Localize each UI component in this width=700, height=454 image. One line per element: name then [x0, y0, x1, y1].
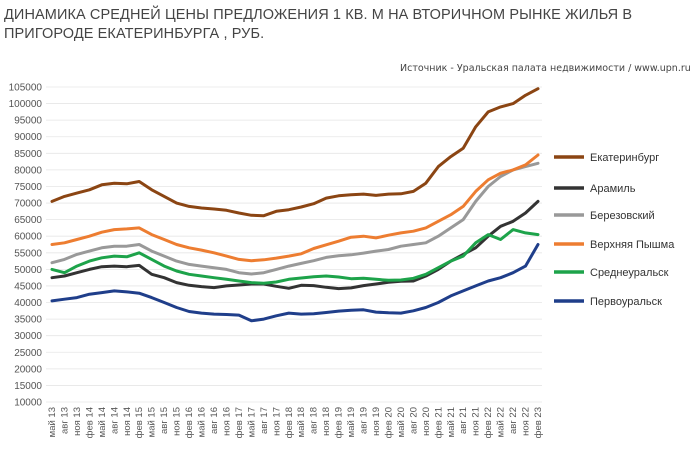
- y-tick-label: 80000: [14, 165, 42, 176]
- y-axis-ticks: 105000 100000 95000 90000 85000 80000 75000 700…: [9, 83, 43, 409]
- x-tick-label: ноя 14: [122, 407, 133, 436]
- y-tick-label: 100000: [9, 99, 43, 110]
- y-tick-label: 75000: [14, 182, 42, 193]
- x-tick-label: фев 17: [234, 407, 245, 438]
- x-tick-label: ноя 15: [172, 407, 183, 436]
- x-tick-label: авг 17: [259, 407, 270, 434]
- legend-label: Среднеуральск: [590, 267, 669, 279]
- y-tick-label: 55000: [14, 248, 42, 259]
- x-tick-label: фев 22: [483, 407, 494, 438]
- chart-source: Источник - Уральская палата недвижимости…: [400, 63, 691, 74]
- series-line-1: [50, 87, 540, 218]
- x-tick-label: май 14: [97, 407, 108, 437]
- x-tick-label: ноя 20: [421, 407, 432, 436]
- x-tick-label: май 16: [197, 407, 208, 437]
- legend-label: Арамиль: [590, 183, 636, 195]
- series-line-3: [50, 161, 540, 276]
- y-tick-label: 105000: [9, 83, 43, 94]
- series-line-4: [50, 153, 540, 263]
- legend-label: Первоуральск: [590, 296, 662, 308]
- gridlines: [46, 86, 542, 403]
- x-tick-label: авг 20: [408, 407, 419, 434]
- x-tick-label: авг 21: [458, 407, 469, 434]
- legend-label: Верхняя Пышма: [590, 239, 675, 251]
- x-tick-label: фев 16: [184, 407, 195, 438]
- x-tick-label: ноя 18: [321, 407, 332, 436]
- chart-title: ДИНАМИКА СРЕДНЕЙ ЦЕНЫ ПРЕДЛОЖЕНИЯ 1 КВ. …: [4, 7, 633, 42]
- x-tick-label: фев 23: [533, 407, 544, 438]
- x-tick-label: авг 13: [59, 407, 70, 434]
- x-tick-label: ноя 13: [72, 407, 83, 436]
- x-tick-label: ноя 21: [471, 407, 482, 436]
- x-tick-label: май 13: [47, 407, 58, 437]
- x-tick-label: авг 14: [109, 407, 120, 434]
- y-tick-label: 65000: [14, 215, 42, 226]
- x-tick-label: май 19: [346, 407, 357, 437]
- x-tick-label: авг 19: [359, 407, 370, 434]
- x-tick-label: фев 15: [134, 407, 145, 438]
- y-tick-label: 15000: [14, 381, 42, 392]
- x-tick-label: май 22: [496, 407, 507, 437]
- y-tick-label: 85000: [14, 149, 42, 160]
- legend-label: Березовский: [590, 210, 655, 222]
- series-line-6: [50, 243, 540, 323]
- y-tick-label: 50000: [14, 265, 42, 276]
- legend: Екатеринбург Арамиль Березовский Верхняя Пы…: [554, 152, 675, 308]
- legend-label: Екатеринбург: [590, 152, 659, 164]
- x-tick-label: ноя 16: [221, 407, 232, 436]
- x-tick-label: фев 18: [284, 407, 295, 438]
- y-tick-label: 95000: [14, 116, 42, 127]
- x-tick-label: май 18: [296, 407, 307, 437]
- series-line-5: [50, 228, 540, 285]
- x-tick-label: фев 20: [383, 407, 394, 438]
- y-tick-label: 45000: [14, 281, 42, 292]
- x-tick-label: май 21: [446, 407, 457, 437]
- y-tick-label: 90000: [14, 132, 42, 143]
- x-tick-label: май 20: [396, 407, 407, 437]
- x-tick-label: ноя 19: [371, 407, 382, 436]
- x-tick-label: фев 21: [433, 407, 444, 438]
- y-tick-label: 30000: [14, 331, 42, 342]
- series-lines: [50, 87, 540, 323]
- x-tick-label: авг 16: [209, 407, 220, 434]
- y-tick-label: 10000: [14, 398, 42, 409]
- y-tick-label: 25000: [14, 348, 42, 359]
- x-tick-label: авг 18: [309, 407, 320, 434]
- x-tick-label: авг 15: [159, 407, 170, 434]
- x-tick-label: май 17: [246, 407, 257, 437]
- x-tick-label: ноя 22: [521, 407, 532, 436]
- y-tick-label: 35000: [14, 315, 42, 326]
- x-tick-label: май 15: [147, 407, 158, 437]
- x-tick-label: авг 22: [508, 407, 519, 434]
- y-tick-label: 60000: [14, 232, 42, 243]
- x-axis-ticks: май 13 авг 13 ноя 13 фев 14 май 14 авг 14 ноя …: [47, 407, 544, 438]
- x-tick-label: фев 19: [334, 407, 345, 438]
- y-tick-label: 40000: [14, 298, 42, 309]
- y-tick-label: 20000: [14, 364, 42, 375]
- x-tick-label: ноя 17: [271, 407, 282, 436]
- y-tick-label: 70000: [14, 199, 42, 210]
- x-tick-label: фев 14: [84, 407, 95, 438]
